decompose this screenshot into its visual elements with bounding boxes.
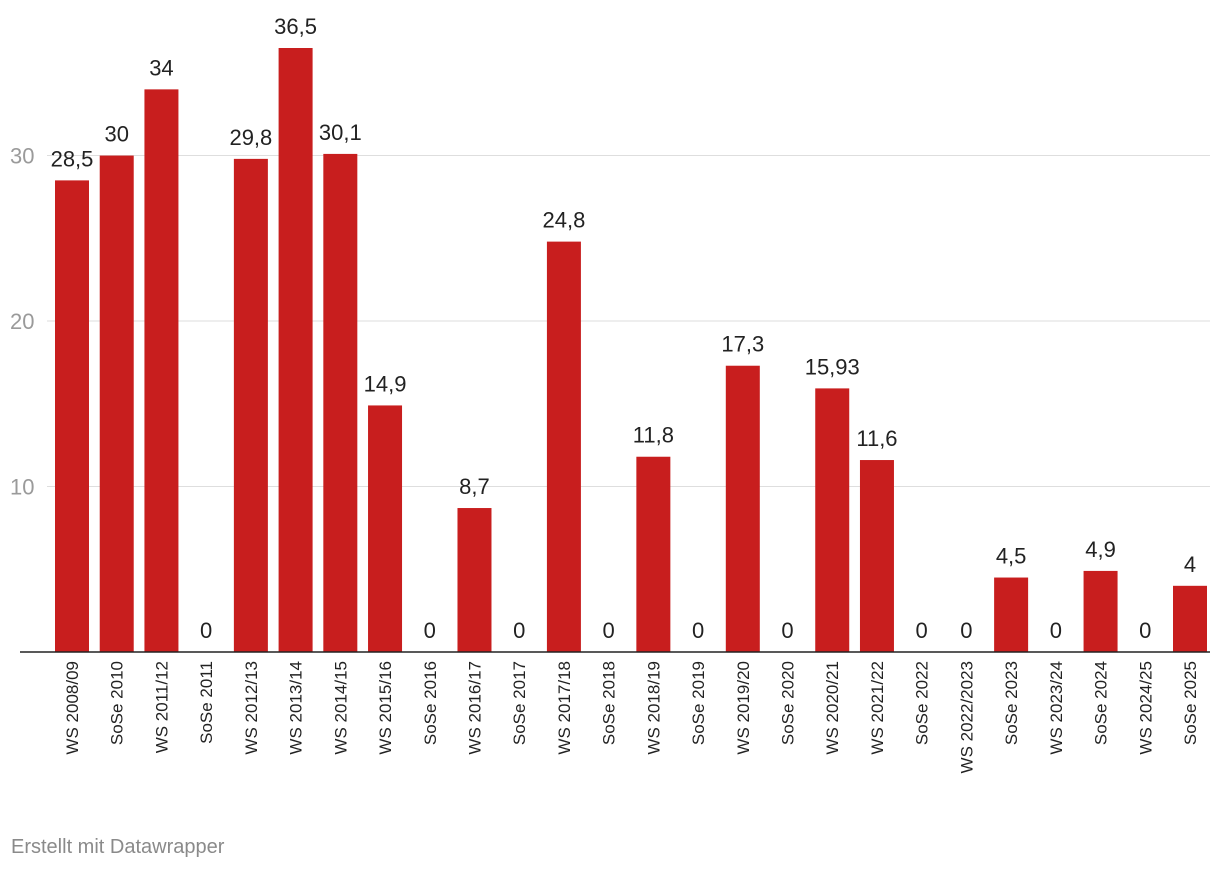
x-tick-label-4: SoSe 2011 <box>197 661 216 744</box>
value-label-26: 4 <box>1184 552 1196 577</box>
x-axis-tick-labels: WS 2008/09 SoSe 2010 WS 2011/12 SoSe 2011 WS… <box>63 661 1200 773</box>
x-tick-label-24: SoSe 2024 <box>1092 661 1111 745</box>
x-tick-label-19: WS 2021/22 <box>868 661 887 755</box>
bar-26 <box>1173 585 1207 652</box>
x-tick-label-3: WS 2011/12 <box>152 661 171 753</box>
value-labels: 28,5 30 34 0 29,8 36,5 30,1 14,9 0 8,7 0 24,8 0 11,8 0… <box>51 14 1197 643</box>
bar-5 <box>233 158 268 653</box>
value-label-12: 24,8 <box>543 208 586 233</box>
x-tick-label-25: WS 2024/25 <box>1136 661 1155 755</box>
value-label-1: 28,5 <box>51 146 94 171</box>
value-label-23: 0 <box>1050 618 1062 643</box>
bar-10 <box>457 508 492 652</box>
value-label-19: 11,6 <box>856 426 897 451</box>
value-label-8: 14,9 <box>364 371 407 396</box>
value-label-3: 34 <box>149 55 173 80</box>
value-label-22: 4,5 <box>996 544 1027 569</box>
value-label-2: 30 <box>104 122 128 147</box>
bar-18 <box>815 388 850 652</box>
x-tick-label-7: WS 2014/15 <box>331 661 350 755</box>
x-tick-label-10: WS 2016/17 <box>465 661 484 755</box>
value-label-20: 0 <box>916 618 928 643</box>
x-tick-label-5: WS 2012/13 <box>242 661 261 755</box>
x-tick-label-22: SoSe 2023 <box>1002 661 1021 745</box>
bar-2 <box>99 155 134 652</box>
y-axis-tick-labels: 10 20 30 <box>10 144 34 500</box>
x-tick-label-6: WS 2013/14 <box>287 661 306 755</box>
value-label-5: 29,8 <box>229 125 272 150</box>
x-tick-label-20: SoSe 2022 <box>913 661 932 745</box>
value-label-24: 4,9 <box>1085 537 1116 562</box>
x-tick-label-12: WS 2017/18 <box>555 661 574 755</box>
bar-12 <box>546 241 581 652</box>
bar-8 <box>368 405 403 652</box>
gridlines <box>47 155 1210 488</box>
bar-3 <box>144 89 179 652</box>
value-label-9: 0 <box>424 618 436 643</box>
value-label-10: 8,7 <box>459 474 490 499</box>
datawrapper-credit: Erstellt mit Datawrapper <box>11 836 225 858</box>
bars <box>55 48 1207 653</box>
x-tick-label-26: SoSe 2025 <box>1181 661 1200 745</box>
value-label-4: 0 <box>200 618 212 643</box>
bar-7 <box>323 153 358 652</box>
x-tick-label-16: WS 2019/20 <box>734 661 753 755</box>
x-tick-label-21: WS 2022/2023 <box>957 661 976 773</box>
x-tick-label-8: WS 2015/16 <box>376 661 395 755</box>
bar-6 <box>278 48 313 652</box>
bar-chart: 10 20 30 28,5 30 34 0 29,8 36,5 30,1 14,9 0 8,7 0 24,… <box>10 14 1210 773</box>
value-label-11: 0 <box>513 618 525 643</box>
bar-22 <box>994 577 1029 652</box>
bar-14 <box>636 456 671 652</box>
y-tick-label-30: 30 <box>10 144 34 169</box>
x-tick-label-15: SoSe 2019 <box>689 661 708 745</box>
value-label-7: 30,1 <box>319 120 362 145</box>
x-tick-label-23: WS 2023/24 <box>1047 661 1066 755</box>
x-tick-label-18: WS 2020/21 <box>823 661 842 755</box>
value-label-25: 0 <box>1139 618 1151 643</box>
value-label-21: 0 <box>960 618 972 643</box>
value-label-18: 15,93 <box>805 354 860 379</box>
x-tick-label-17: SoSe 2020 <box>779 661 798 745</box>
bar-24 <box>1083 570 1118 652</box>
value-label-17: 0 <box>781 618 793 643</box>
bar-19 <box>859 460 894 652</box>
y-tick-label-10: 10 <box>10 475 34 500</box>
value-label-13: 0 <box>603 618 615 643</box>
x-tick-label-9: SoSe 2016 <box>421 661 440 745</box>
value-label-16: 17,3 <box>721 332 764 357</box>
bar-16 <box>725 365 760 652</box>
x-tick-label-1: WS 2008/09 <box>63 661 82 755</box>
x-tick-label-14: WS 2018/19 <box>644 661 663 755</box>
x-tick-label-13: SoSe 2018 <box>600 661 619 745</box>
x-tick-label-11: SoSe 2017 <box>510 661 529 745</box>
value-label-6: 36,5 <box>274 14 317 39</box>
value-label-14: 11,8 <box>633 423 674 448</box>
bar-1 <box>55 180 89 653</box>
x-tick-label-2: SoSe 2010 <box>108 661 127 745</box>
value-label-15: 0 <box>692 618 704 643</box>
y-tick-label-20: 20 <box>10 309 34 334</box>
